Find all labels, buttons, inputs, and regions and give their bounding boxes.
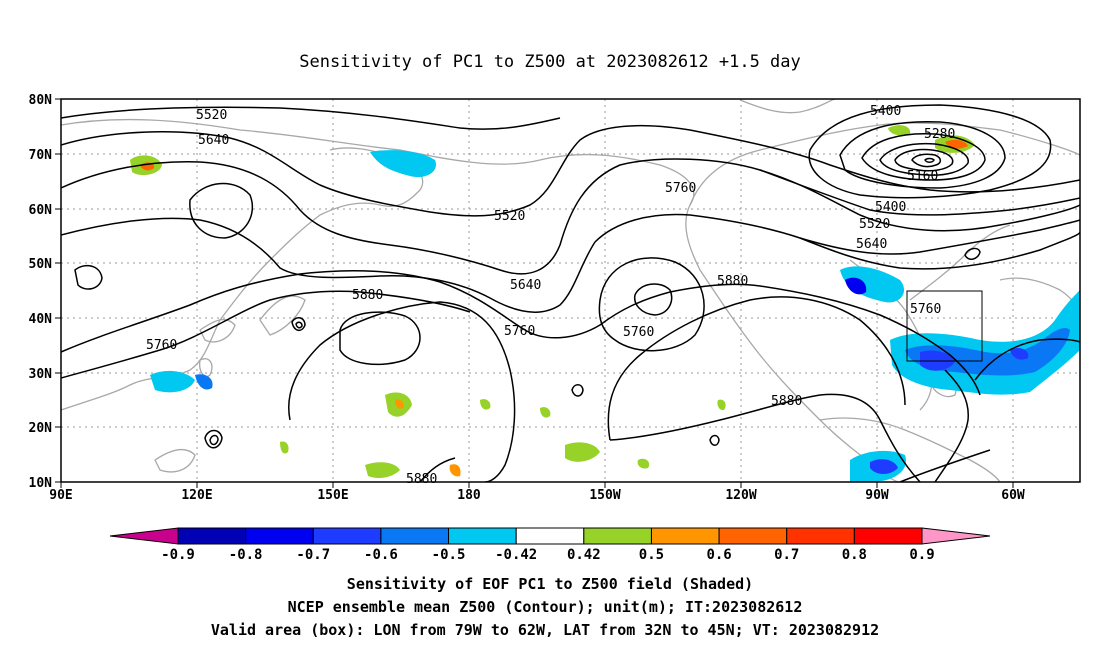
contour-label: 5880 bbox=[771, 394, 802, 409]
colorbar-label: -0.9 bbox=[161, 547, 195, 563]
lat-label: 10N bbox=[29, 476, 53, 491]
colorbar-label: -0.6 bbox=[364, 547, 398, 563]
lon-label: 180 bbox=[457, 488, 481, 503]
colorbar-label: -0.8 bbox=[229, 547, 263, 563]
colorbar-segment bbox=[650, 527, 720, 545]
contour-label: 5760 bbox=[623, 325, 654, 340]
colorbar-segment bbox=[583, 527, 652, 545]
lon-label: 120W bbox=[725, 488, 756, 503]
contour-label: 5760 bbox=[504, 324, 535, 339]
lat-label: 60N bbox=[29, 203, 53, 218]
contour-label: 5880 bbox=[406, 472, 437, 487]
lat-label: 80N bbox=[29, 93, 53, 108]
latitude-labels: 80N 70N 60N 50N 40N 30N 20N 10N bbox=[29, 93, 53, 491]
contour-label: 5760 bbox=[665, 181, 696, 196]
contour-label: 5640 bbox=[856, 237, 887, 252]
contour-label: 5880 bbox=[717, 274, 748, 289]
contour-label: 5160 bbox=[907, 169, 938, 184]
colorbar-segment bbox=[515, 527, 585, 545]
contour-label: 5400 bbox=[875, 200, 906, 215]
colorbar-label: 0.5 bbox=[639, 547, 664, 563]
lon-label: 150W bbox=[589, 488, 620, 503]
contour-labels: 5520 5640 5520 5640 5760 5880 5760 5760 … bbox=[146, 104, 955, 487]
lon-label: 150E bbox=[317, 488, 348, 503]
z500-contours bbox=[61, 104, 1080, 482]
colorbar-label: -0.5 bbox=[432, 547, 466, 563]
lat-label: 70N bbox=[29, 148, 53, 163]
colorbar-segment bbox=[718, 527, 788, 545]
colorbar-max-triangle bbox=[921, 527, 991, 545]
longitude-labels: 90E 120E 150E 180 150W 120W 90W 60W bbox=[49, 488, 1025, 503]
colorbar-label: 0.6 bbox=[706, 547, 731, 563]
contour-label: 5520 bbox=[859, 217, 890, 232]
valid-area-box bbox=[906, 290, 983, 362]
caption-line-1: Sensitivity of EOF PC1 to Z500 field (Sh… bbox=[347, 575, 753, 593]
contour-label: 5880 bbox=[352, 288, 383, 303]
tick-marks bbox=[55, 98, 1014, 488]
lat-label: 30N bbox=[29, 367, 53, 382]
map-frame bbox=[60, 98, 1081, 483]
lat-label: 20N bbox=[29, 421, 53, 436]
colorbar-label: 0.9 bbox=[909, 547, 934, 563]
colorbar-min-triangle bbox=[109, 527, 179, 545]
colorbar-label: -0.7 bbox=[296, 547, 330, 563]
chart-title: Sensitivity of PC1 to Z500 at 2023082612… bbox=[299, 52, 801, 72]
lon-label: 90W bbox=[865, 488, 889, 503]
colorbar-label: 0.7 bbox=[774, 547, 799, 563]
lat-label: 40N bbox=[29, 312, 53, 327]
colorbar-segment bbox=[786, 527, 855, 545]
contour-label: 5640 bbox=[198, 133, 229, 148]
contour-label: 5280 bbox=[924, 127, 955, 142]
contour-label: 5520 bbox=[196, 108, 227, 123]
sensitivity-shading bbox=[130, 125, 1080, 482]
caption-line-2: NCEP ensemble mean Z500 (Contour); unit(… bbox=[288, 598, 803, 616]
caption-line-3: Valid area (box): LON from 79W to 62W, L… bbox=[211, 621, 879, 639]
colorbar-label: 0.8 bbox=[842, 547, 867, 563]
colorbar-label: 0.42 bbox=[567, 547, 601, 563]
colorbar-segment bbox=[245, 527, 314, 545]
lon-label: 90E bbox=[49, 488, 72, 503]
lon-label: 60W bbox=[1001, 488, 1025, 503]
colorbar-label: -0.42 bbox=[495, 547, 537, 563]
contour-label: 5760 bbox=[910, 302, 941, 317]
contour-label: 5640 bbox=[510, 278, 541, 293]
contour-label: 5760 bbox=[146, 338, 177, 353]
colorbar: -0.9 -0.8 -0.7 -0.6 -0.5 -0.42 0.42 0.5 0.6 0.7 0.… bbox=[109, 527, 991, 563]
colorbar-segment bbox=[853, 527, 923, 545]
colorbar-segment bbox=[312, 527, 382, 545]
colorbar-segment bbox=[448, 527, 517, 545]
colorbar-segment bbox=[380, 527, 450, 545]
lon-label: 120E bbox=[181, 488, 212, 503]
lat-label: 50N bbox=[29, 257, 53, 272]
contour-label: 5520 bbox=[494, 209, 525, 224]
colorbar-segment bbox=[177, 527, 247, 545]
contour-label: 5400 bbox=[870, 104, 901, 119]
